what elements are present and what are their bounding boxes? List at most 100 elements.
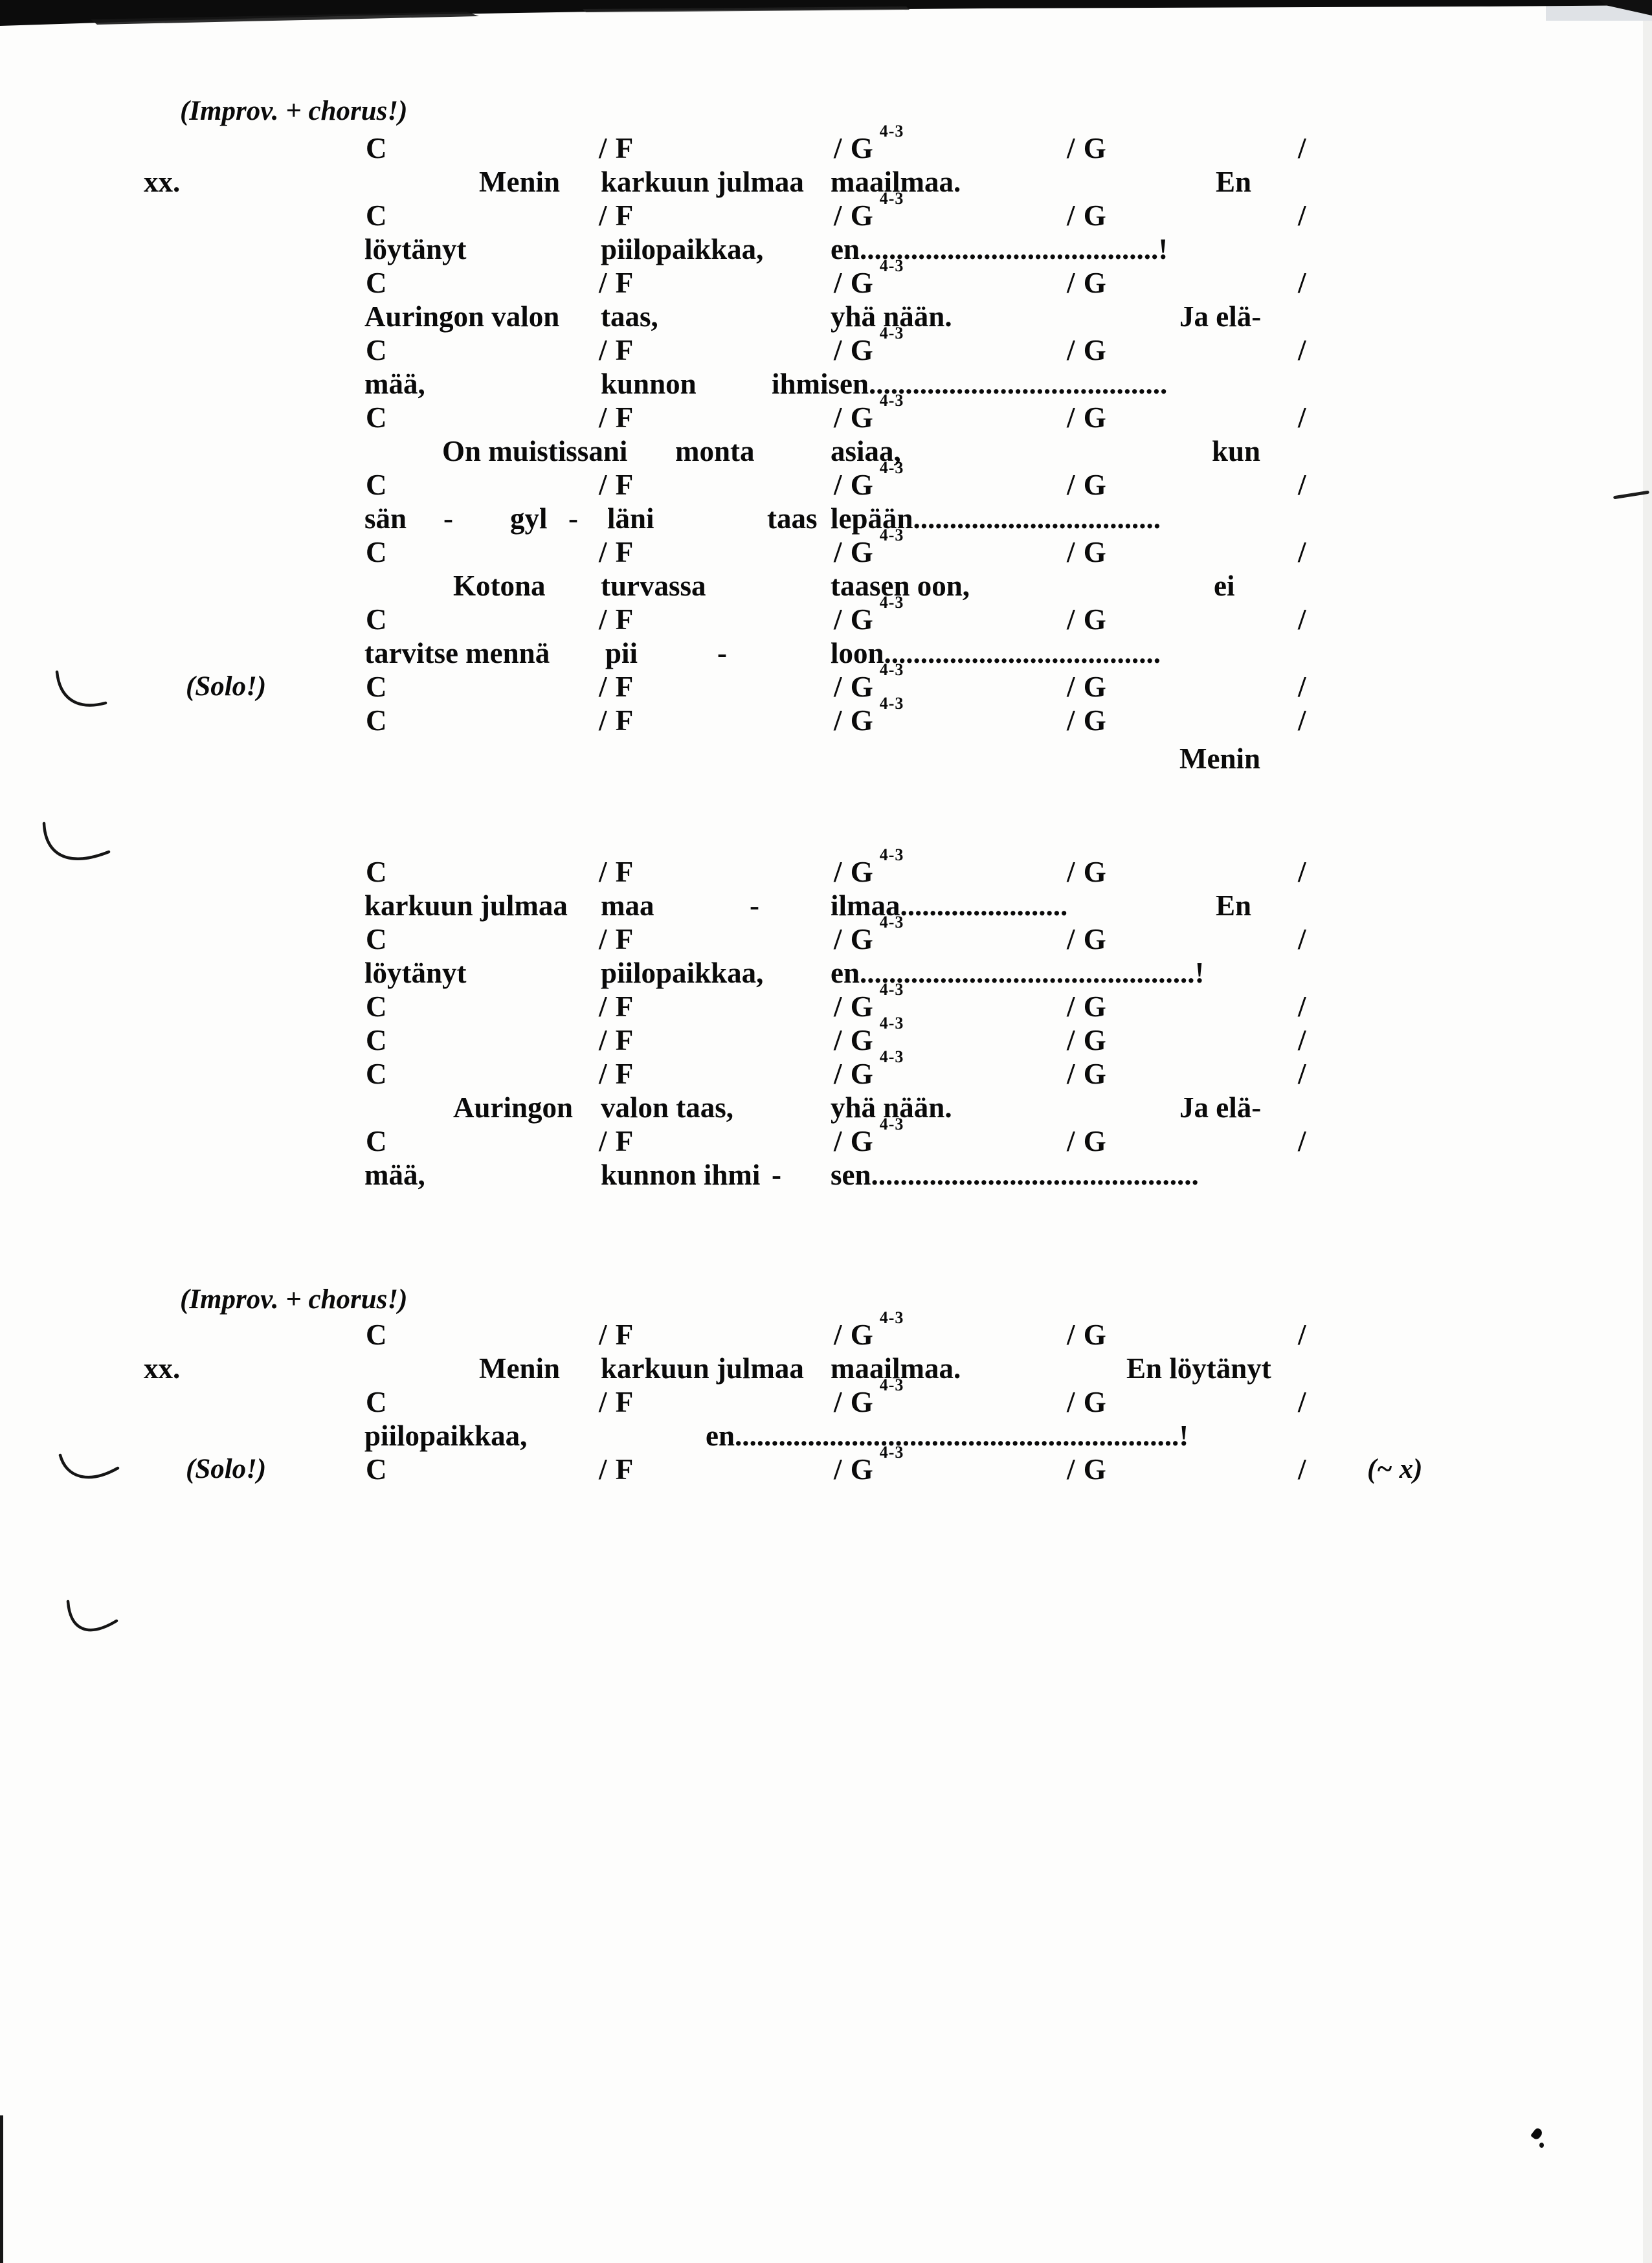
repeat-hint: (~ x) <box>1367 1454 1423 1484</box>
chord-extension: 4-3 <box>879 391 904 410</box>
chord-symbol: / F <box>599 603 634 636</box>
chord-extension: 4-3 <box>879 1376 904 1394</box>
chord-symbol: / G4-3 <box>834 845 904 888</box>
chord-symbol: / <box>1298 199 1307 232</box>
chord-symbol: / G4-3 <box>834 1308 904 1351</box>
chord-symbol: C <box>366 469 388 501</box>
rehearsal-mark: xx. <box>144 166 181 198</box>
chord-symbol: / G <box>1067 1024 1107 1056</box>
scan-mark-crescent <box>55 670 107 707</box>
chord-symbol: / <box>1298 536 1307 568</box>
lyric-word: en......................................… <box>831 233 1168 265</box>
lyric-word: - <box>717 637 727 669</box>
chord-symbol: / F <box>599 1453 634 1486</box>
chord-symbol: / G4-3 <box>834 1014 904 1056</box>
chord-symbol: / G <box>1067 704 1107 737</box>
chord-extension: 4-3 <box>879 526 904 544</box>
chord-symbol: / G4-3 <box>834 980 904 1023</box>
chord-symbol: / G <box>1067 1058 1107 1090</box>
chord-symbol: / <box>1298 334 1307 366</box>
chord-symbol: / G4-3 <box>834 1115 904 1157</box>
chord-symbol: / G4-3 <box>834 1376 904 1418</box>
chord-symbol: / F <box>599 704 634 737</box>
chord-symbol: / F <box>599 923 634 955</box>
lyric-word: kunnon <box>601 368 697 400</box>
chord-symbol: / G4-3 <box>834 122 904 164</box>
lyric-word: Menin <box>479 166 561 198</box>
lyric-word: en......................................… <box>706 1420 1189 1452</box>
lyric-word: Menin <box>1179 742 1261 775</box>
scan-edge-right <box>1643 0 1652 2263</box>
lyric-word: karkuun julmaa <box>601 1352 804 1385</box>
scan-mark-speck <box>1539 2143 1544 2148</box>
chord-extension: 4-3 <box>879 256 904 275</box>
chord-symbol: / <box>1298 401 1307 434</box>
chord-symbol: C <box>366 1319 388 1351</box>
lyric-word: Ja elä- <box>1179 300 1262 333</box>
chord-symbol: / G4-3 <box>834 593 904 636</box>
chord-symbol: / <box>1298 1453 1307 1486</box>
scan-edge-left <box>0 2115 3 2263</box>
lyric-word: kunnon ihmi <box>601 1159 761 1191</box>
chord-symbol: C <box>366 990 388 1023</box>
chord-symbol: / G4-3 <box>834 458 904 501</box>
lyric-word: maa <box>601 889 654 922</box>
lyric-word: - <box>750 889 759 922</box>
lyric-word: ilmaa....................... <box>831 889 1068 922</box>
chord-symbol: C <box>366 334 388 366</box>
chord-symbol: / F <box>599 199 634 232</box>
lyric-word: yhä nään. <box>831 300 952 333</box>
chord-symbol: C <box>366 603 388 636</box>
lyric-word: taas <box>767 502 818 535</box>
lyric-word: yhä nään. <box>831 1091 952 1124</box>
lyric-word: löytänyt <box>364 957 467 989</box>
lyric-word: Kotona <box>453 570 546 602</box>
section-label: (Improv. + chorus!) <box>180 96 408 126</box>
chord-symbol: / <box>1298 704 1307 737</box>
lyric-word: En <box>1216 889 1252 922</box>
section-label: (Improv. + chorus!) <box>180 1284 408 1315</box>
chord-symbol: / F <box>599 856 634 888</box>
chord-symbol: / F <box>599 671 634 703</box>
chord-symbol: / G <box>1067 923 1107 955</box>
solo-label: (Solo!) <box>186 1454 267 1484</box>
chord-extension: 4-3 <box>879 694 904 713</box>
scan-mark-dash <box>1613 490 1650 500</box>
lyric-word: löytänyt <box>364 233 467 265</box>
chord-symbol: / G <box>1067 856 1107 888</box>
chord-symbol: / F <box>599 1058 634 1090</box>
scan-corner-shade <box>1546 0 1652 21</box>
chord-symbol: C <box>366 1386 388 1418</box>
lyric-word: piilopaikkaa, <box>601 233 764 265</box>
chord-symbol: C <box>366 199 388 232</box>
lyric-word: kun <box>1212 435 1261 467</box>
chord-symbol: / F <box>599 267 634 299</box>
lyric-word: ei <box>1214 570 1235 602</box>
chord-symbol: / G4-3 <box>834 189 904 232</box>
lyric-word: Auringon <box>453 1091 574 1124</box>
lyric-word: maailmaa. <box>831 1352 961 1385</box>
chord-symbol: C <box>366 923 388 955</box>
chord-symbol: C <box>366 401 388 434</box>
chord-symbol: / <box>1298 132 1307 164</box>
lyric-word: piilopaikkaa, <box>364 1420 528 1452</box>
chord-extension: 4-3 <box>879 189 904 208</box>
lyric-word: pii <box>605 637 638 669</box>
lyric-word: En <box>1216 166 1252 198</box>
chord-symbol: C <box>366 1024 388 1056</box>
scan-mark-speck <box>1530 2126 1544 2141</box>
chord-extension: 4-3 <box>879 845 904 864</box>
chord-symbol: C <box>366 536 388 568</box>
chord-symbol: / <box>1298 1125 1307 1157</box>
chord-symbol: / G4-3 <box>834 526 904 568</box>
lyric-word: piilopaikkaa, <box>601 957 764 989</box>
scan-mark-crescent <box>42 821 111 860</box>
scan-top-band <box>0 0 1652 26</box>
lyric-word: Auringon valon <box>364 300 560 333</box>
chord-symbol: / G <box>1067 1319 1107 1351</box>
chord-symbol: / G <box>1067 603 1107 636</box>
chord-symbol: / F <box>599 1125 634 1157</box>
chord-symbol: / F <box>599 401 634 434</box>
rehearsal-mark: xx. <box>144 1352 181 1385</box>
